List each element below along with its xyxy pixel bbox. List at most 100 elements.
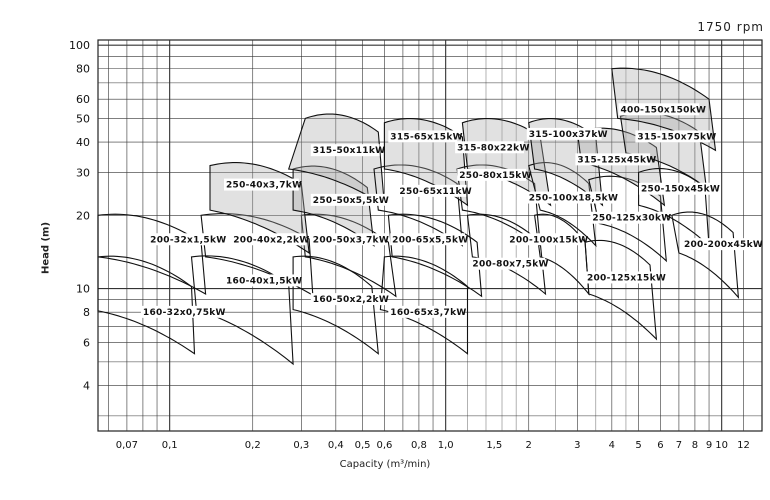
pump-label-bg — [310, 193, 386, 206]
y-tick-label: 10 — [76, 283, 90, 296]
pump-label-bg — [310, 293, 386, 306]
pump-label: 200-80x7,5kW — [472, 260, 548, 270]
pump-region — [300, 213, 397, 298]
pump-label: 315-100x37kW — [529, 130, 608, 140]
y-tick-label: 4 — [83, 379, 90, 392]
pump-region — [671, 211, 740, 299]
pump-label-bg — [526, 191, 614, 204]
pump-label: 250-40x3,7kW — [226, 181, 302, 191]
x-tick-label: 0,2 — [245, 440, 261, 451]
pump-label-bg — [575, 153, 651, 166]
pump-label-bg — [470, 257, 546, 270]
pump-region — [588, 175, 667, 263]
x-tick-label: 0,8 — [411, 440, 427, 451]
x-tick-label: 10 — [715, 440, 728, 451]
pump-label-bg — [457, 168, 527, 181]
pump-label: 250-50x5,5kW — [313, 196, 389, 206]
pump-label-bg — [526, 127, 602, 140]
chart-title: 1750 rpm — [697, 20, 764, 34]
pump-label: 200-40x2,2kW — [233, 235, 309, 245]
x-tick-label: 8 — [692, 440, 698, 451]
x-tick-label: 1,5 — [486, 440, 502, 451]
pump-label-bg — [681, 238, 757, 251]
pump-label: 250-150x45kW — [641, 185, 720, 195]
pump-label: 160-32x0,75kW — [143, 308, 226, 318]
y-tick-label: 20 — [76, 209, 90, 222]
pump-label: 160-50x2,2kW — [313, 295, 389, 305]
y-tick-label: 50 — [76, 112, 90, 125]
x-tick-label: 5 — [635, 440, 641, 451]
pump-label-bg — [223, 274, 299, 287]
x-tick-label: 3 — [574, 440, 580, 451]
y-tick-label: 30 — [76, 166, 90, 179]
y-tick-label: 40 — [76, 136, 90, 149]
pump-label-bg — [223, 178, 299, 191]
x-tick-label: 0,6 — [376, 440, 392, 451]
y-tick-label: 60 — [76, 93, 90, 106]
pump-label-bg — [231, 233, 307, 246]
pump-label: 160-40x1,5kW — [226, 276, 302, 286]
pump-label-bg — [507, 233, 583, 246]
x-tick-label: 12 — [737, 440, 750, 451]
pump-region — [528, 162, 597, 248]
pump-region — [292, 165, 375, 247]
x-tick-label: 0,1 — [162, 440, 178, 451]
x-tick-label: 2 — [526, 440, 532, 451]
pump-label-bg — [584, 271, 660, 284]
pump-label-bg — [635, 130, 711, 143]
pump-label: 200-65x5,5kW — [392, 235, 468, 245]
pump-region — [456, 164, 541, 247]
pump-label: 200-200x45kW — [684, 240, 763, 250]
pump-labels: 160-32x0,75kW 200-32x1,5kW 160-40x1,5kW 200… — [140, 103, 763, 318]
x-tick-label: 0,07 — [116, 440, 138, 451]
x-tick-label: 1,0 — [438, 440, 454, 451]
pump-label: 200-125x15kW — [587, 273, 666, 283]
pump-label: 200-50x3,7kW — [313, 235, 389, 245]
pump-region — [292, 255, 379, 355]
pump-region — [528, 118, 604, 207]
pump-label: 315-125x45kW — [577, 155, 656, 165]
pump-region — [190, 255, 294, 366]
pump-label-bg — [310, 233, 386, 246]
pump-label: 315-50x11kW — [313, 146, 386, 156]
pump-label: 250-65x11kW — [399, 187, 472, 197]
pump-label-bg — [638, 182, 714, 195]
pump-region — [466, 213, 547, 296]
pump-region — [373, 164, 464, 247]
pump-label: 250-100x18,5kW — [529, 194, 618, 204]
axis-ticks: 4 6 8 10 20 30 40 50 60 80 100 0,07 0,1 0,2 0,3 0,4 0,5 0… — [69, 39, 750, 451]
pump-region — [387, 213, 483, 298]
x-tick-label: 0,3 — [293, 440, 309, 451]
y-tick-label: 8 — [83, 306, 90, 319]
pump-label: 400-150x150kW — [621, 105, 707, 115]
pump-label: 315-150x75kW — [637, 132, 716, 142]
x-tick-label: 0,5 — [355, 440, 371, 451]
pump-label: 200-100x15kW — [509, 235, 588, 245]
pump-label: 160-65x3,7kW — [390, 308, 466, 318]
pump-label-bg — [140, 305, 222, 318]
pump-label-bg — [618, 103, 700, 116]
x-tick-label: 0,4 — [328, 440, 344, 451]
pump-label-bg — [310, 144, 380, 157]
pump-label-bg — [388, 305, 464, 318]
pump-region — [533, 213, 590, 296]
pump-label: 250-125x30kW — [592, 214, 671, 224]
pump-label: 250-80x15kW — [459, 171, 532, 181]
pump-label: 315-80x22kW — [457, 143, 530, 153]
pump-region — [379, 255, 469, 355]
x-axis-label: Capacity (m³/min) — [339, 459, 431, 470]
y-tick-label: 80 — [76, 63, 90, 76]
pump-label: 200-32x1,5kW — [150, 235, 226, 245]
x-tick-label: 7 — [676, 440, 682, 451]
x-tick-label: 6 — [657, 440, 663, 451]
pump-label-bg — [148, 233, 223, 246]
pump-label-bg — [397, 184, 467, 197]
pump-label: 315-65x15kW — [390, 132, 463, 142]
x-tick-label: 9 — [706, 440, 712, 451]
pump-label-bg — [388, 130, 458, 143]
pump-label-bg — [455, 141, 524, 154]
pump-region — [97, 213, 207, 295]
y-tick-label: 6 — [83, 337, 90, 350]
x-tick-label: 4 — [609, 440, 615, 451]
